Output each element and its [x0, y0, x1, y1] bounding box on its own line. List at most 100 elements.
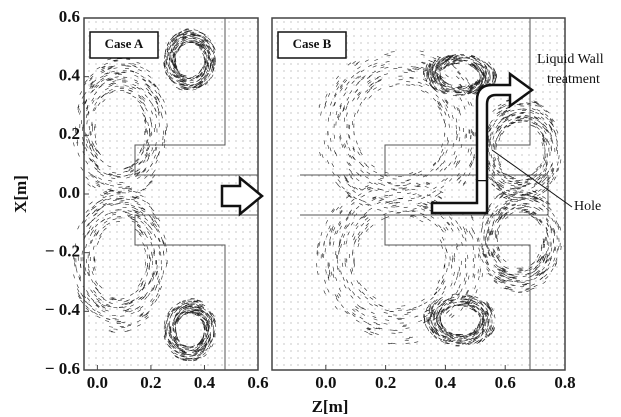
vector [138, 310, 141, 312]
vector [213, 325, 214, 329]
vector [205, 333, 206, 337]
vector [209, 325, 210, 329]
vector [129, 214, 133, 215]
vector [202, 53, 204, 57]
vector [97, 67, 100, 69]
vector [146, 70, 149, 72]
vector [141, 76, 144, 78]
vector [131, 300, 134, 302]
vector [164, 321, 165, 325]
vector [101, 68, 105, 70]
vector [140, 195, 144, 197]
vector [100, 202, 103, 204]
vector [101, 220, 104, 222]
vector [89, 142, 90, 146]
vector [111, 178, 115, 179]
vector [148, 92, 151, 95]
vector [188, 350, 192, 351]
vector [140, 278, 142, 282]
vector [193, 75, 197, 77]
vector [136, 297, 139, 300]
vector [95, 224, 98, 227]
vector [99, 314, 103, 316]
vector [101, 79, 104, 81]
vector [83, 137, 84, 141]
vector [156, 228, 158, 231]
vector [155, 90, 157, 93]
vector [103, 191, 107, 192]
vector [91, 207, 94, 210]
vector [190, 85, 194, 86]
vector [93, 290, 96, 293]
vector [170, 307, 173, 310]
vector [153, 170, 155, 173]
vector [97, 171, 100, 173]
vector [97, 168, 100, 170]
vector [191, 346, 195, 347]
vector [179, 89, 183, 90]
vector [193, 355, 197, 356]
vector [158, 288, 160, 292]
vector [105, 88, 108, 90]
vector [86, 161, 88, 164]
vector [183, 309, 187, 311]
vector [85, 267, 86, 271]
vector [110, 195, 114, 196]
vector [154, 271, 155, 275]
vector [89, 304, 92, 307]
vector [87, 139, 88, 143]
vector [90, 74, 93, 77]
vector [159, 94, 161, 97]
vector [86, 114, 87, 118]
vector [106, 92, 109, 94]
vector [151, 303, 154, 306]
vector [178, 37, 181, 39]
vector [143, 102, 145, 105]
vector [90, 232, 92, 236]
vector [95, 141, 96, 145]
vector [144, 115, 145, 119]
vector [92, 186, 95, 188]
vector [89, 226, 91, 229]
vector [173, 34, 176, 37]
vector [152, 150, 153, 154]
vector [80, 111, 81, 115]
vector [140, 306, 143, 308]
vector [161, 112, 162, 116]
vector [158, 295, 160, 298]
vector [96, 299, 99, 301]
vector [157, 87, 159, 90]
vector [98, 291, 101, 294]
vector [114, 60, 118, 61]
vector [89, 139, 90, 143]
vector [166, 320, 167, 324]
vector [137, 192, 141, 193]
vector [210, 41, 212, 44]
vector [97, 311, 100, 313]
vector [146, 317, 149, 319]
vector [97, 241, 99, 245]
vector [143, 243, 145, 247]
vector [169, 62, 170, 66]
vector [92, 218, 95, 221]
vector [102, 205, 106, 207]
vector [188, 309, 192, 310]
vector [98, 178, 101, 180]
vector [152, 299, 154, 302]
vector [142, 200, 145, 202]
vector [147, 202, 150, 204]
vector [190, 80, 194, 81]
vector [177, 302, 180, 304]
vector [126, 174, 130, 175]
vector [203, 308, 206, 310]
vector [74, 274, 75, 278]
vector [183, 87, 187, 88]
vector [212, 344, 214, 348]
vector [132, 210, 136, 211]
vector [176, 50, 177, 54]
vector [192, 314, 196, 315]
vector [130, 305, 134, 307]
vector [151, 288, 153, 291]
vector [209, 334, 210, 338]
vector [160, 252, 161, 256]
